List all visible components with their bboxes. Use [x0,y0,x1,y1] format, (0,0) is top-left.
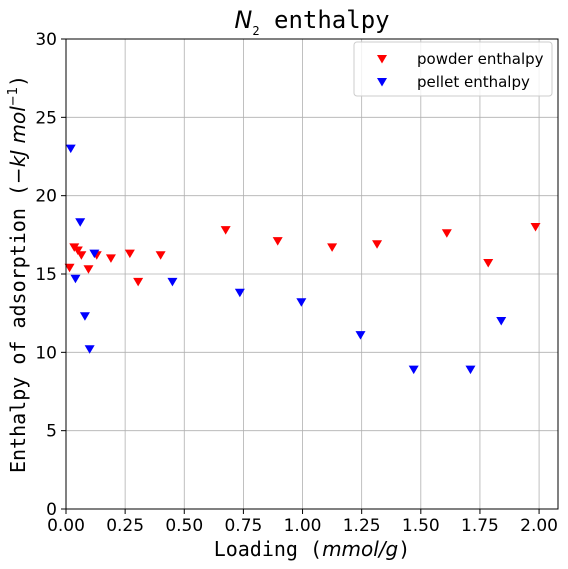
y-axis-label-sup: −1 [6,87,21,106]
data-point-powder [441,229,452,238]
data-point-pellet [167,277,178,287]
y-axis-label: Enthalpy of adsorption (−kJ mol−1) [6,75,30,473]
legend-box [353,41,553,97]
y-axis-label-unit: −kJ mol [6,106,30,184]
data-point-pellet [234,288,245,298]
y-tick-label: 25 [35,108,57,128]
data-point-pellet [355,331,366,340]
x-axis-label: Loading (mmol/g) [214,537,411,561]
data-point-powder [105,254,116,263]
y-tick-label: 0 [46,500,57,520]
x-tick-label: 0.75 [224,516,262,536]
x-tick-label: 0.50 [165,516,203,536]
data-point-pellet [465,365,476,375]
x-tick-label: 1.50 [402,516,440,536]
legend-label-powder: powder enthalpy [417,50,544,68]
legend-entry-pellet: pellet enthalpy [377,73,530,91]
data-point-powder [133,277,144,287]
title-symbol: N [234,6,252,34]
plot-frame [65,38,559,510]
data-point-pellet [89,249,100,259]
legend: powder enthalpy pellet enthalpy [353,41,553,97]
data-point-powder [124,249,135,259]
data-point-powder [83,265,94,274]
axis-ticks: 0.00 0.25 0.50 0.75 1.00 1.25 1.50 1.75 2.00 0 5 10… [35,30,558,536]
data-points [64,144,541,375]
data-point-powder [72,246,83,255]
data-point-pellet [70,274,81,284]
data-point-powder [76,251,87,260]
data-point-powder [220,226,231,235]
data-point-pellet [408,365,419,375]
legend-entry-powder: powder enthalpy [377,50,544,68]
data-point-powder [155,251,166,260]
data-point-pellet [296,298,307,307]
data-point-pellet [79,312,90,321]
x-tick-label: 0.25 [106,516,144,536]
y-tick-label: 5 [46,422,57,442]
x-axis-label-close: ) [398,537,410,561]
data-point-pellet [84,345,95,354]
x-tick-label: 1.75 [461,516,499,536]
title-rest: enthalpy [260,6,390,34]
data-point-pellet [65,144,76,154]
data-point-powder [372,240,383,249]
x-tick-label: 2.00 [520,516,558,536]
data-point-powder [530,223,541,232]
data-point-powder [483,259,494,268]
y-tick-label: 20 [35,187,57,207]
data-point-pellet [75,218,86,227]
legend-marker-pellet [377,78,387,87]
title-subscript: 2 [252,24,259,38]
chart-title: N2 enthalpy [234,6,389,38]
data-point-powder [272,237,283,246]
x-axis-label-text: Loading ( [214,537,322,561]
data-point-pellet [496,317,507,326]
x-tick-label: 1.25 [343,516,381,536]
legend-label-pellet: pellet enthalpy [417,73,530,91]
x-tick-label: 1.00 [284,516,322,536]
data-point-powder [327,243,338,252]
legend-marker-powder [377,55,387,64]
y-tick-label: 15 [35,265,57,285]
y-tick-label: 10 [35,343,57,363]
y-axis-label-close: ) [6,75,30,87]
x-tick-label: 0.00 [47,516,85,536]
y-axis-label-text: Enthalpy of adsorption ( [6,184,30,473]
data-point-powder [64,263,75,273]
x-axis-label-unit: mmol/g [322,537,398,561]
y-tick-label: 30 [35,30,57,50]
